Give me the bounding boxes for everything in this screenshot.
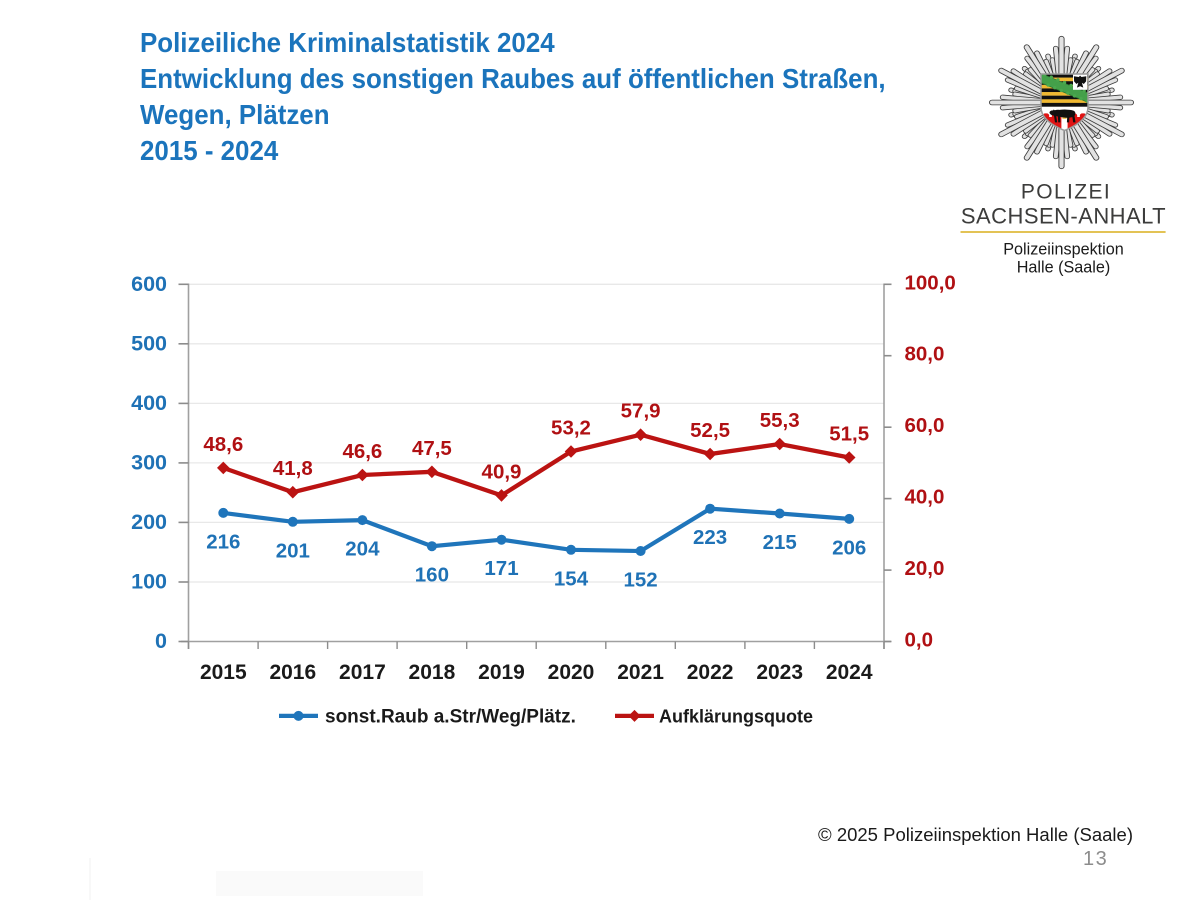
svg-text:206: 206 (832, 536, 866, 559)
svg-text:2024: 2024 (826, 661, 873, 684)
svg-text:215: 215 (763, 531, 797, 554)
svg-text:201: 201 (276, 539, 310, 562)
svg-text:0: 0 (155, 629, 167, 653)
svg-text:500: 500 (131, 331, 167, 355)
svg-text:sonst.Raub a.Str/Weg/Plätz.: sonst.Raub a.Str/Weg/Plätz. (325, 707, 576, 728)
svg-text:40,0: 40,0 (905, 486, 945, 509)
svg-text:20,0: 20,0 (905, 557, 945, 580)
svg-text:Polizeiinspektion: Polizeiinspektion (1003, 240, 1124, 258)
svg-text:2020: 2020 (548, 661, 595, 684)
svg-text:52,5: 52,5 (690, 419, 730, 442)
svg-text:100: 100 (131, 570, 167, 594)
svg-text:40,9: 40,9 (482, 460, 522, 483)
svg-text:216: 216 (206, 530, 240, 553)
svg-text:160: 160 (415, 564, 449, 587)
svg-text:152: 152 (623, 569, 657, 592)
svg-text:46,6: 46,6 (342, 440, 382, 463)
svg-text:0,0: 0,0 (905, 629, 934, 652)
svg-text:600: 600 (131, 272, 167, 296)
svg-text:47,5: 47,5 (412, 437, 452, 460)
svg-text:400: 400 (131, 391, 167, 415)
svg-text:53,2: 53,2 (551, 417, 591, 440)
svg-text:55,3: 55,3 (760, 409, 800, 432)
svg-text:41,8: 41,8 (273, 457, 313, 480)
svg-text:2019: 2019 (478, 661, 525, 684)
svg-text:204: 204 (345, 538, 380, 561)
svg-text:57,9: 57,9 (621, 400, 661, 423)
svg-text:223: 223 (693, 526, 727, 549)
svg-text:2018: 2018 (409, 661, 456, 684)
svg-text:48,6: 48,6 (203, 433, 243, 456)
svg-text:200: 200 (131, 510, 167, 534)
svg-text:2023: 2023 (756, 661, 803, 684)
svg-text:2016: 2016 (269, 661, 316, 684)
svg-text:171: 171 (484, 557, 518, 580)
svg-text:60,0: 60,0 (905, 414, 945, 437)
svg-text:80,0: 80,0 (905, 343, 945, 366)
svg-text:SACHSEN-ANHALT: SACHSEN-ANHALT (961, 204, 1166, 229)
svg-text:POLIZEI: POLIZEI (1021, 181, 1111, 204)
svg-text:Aufklärungsquote: Aufklärungsquote (659, 707, 813, 727)
svg-text:2017: 2017 (339, 661, 386, 684)
svg-text:300: 300 (131, 450, 167, 474)
svg-text:Halle (Saale): Halle (Saale) (1017, 259, 1111, 277)
svg-text:100,0: 100,0 (905, 271, 956, 294)
svg-text:2015: 2015 (200, 661, 247, 684)
svg-text:2022: 2022 (687, 661, 734, 684)
svg-text:154: 154 (554, 567, 589, 590)
svg-text:2021: 2021 (617, 661, 664, 684)
svg-text:51,5: 51,5 (829, 423, 869, 446)
